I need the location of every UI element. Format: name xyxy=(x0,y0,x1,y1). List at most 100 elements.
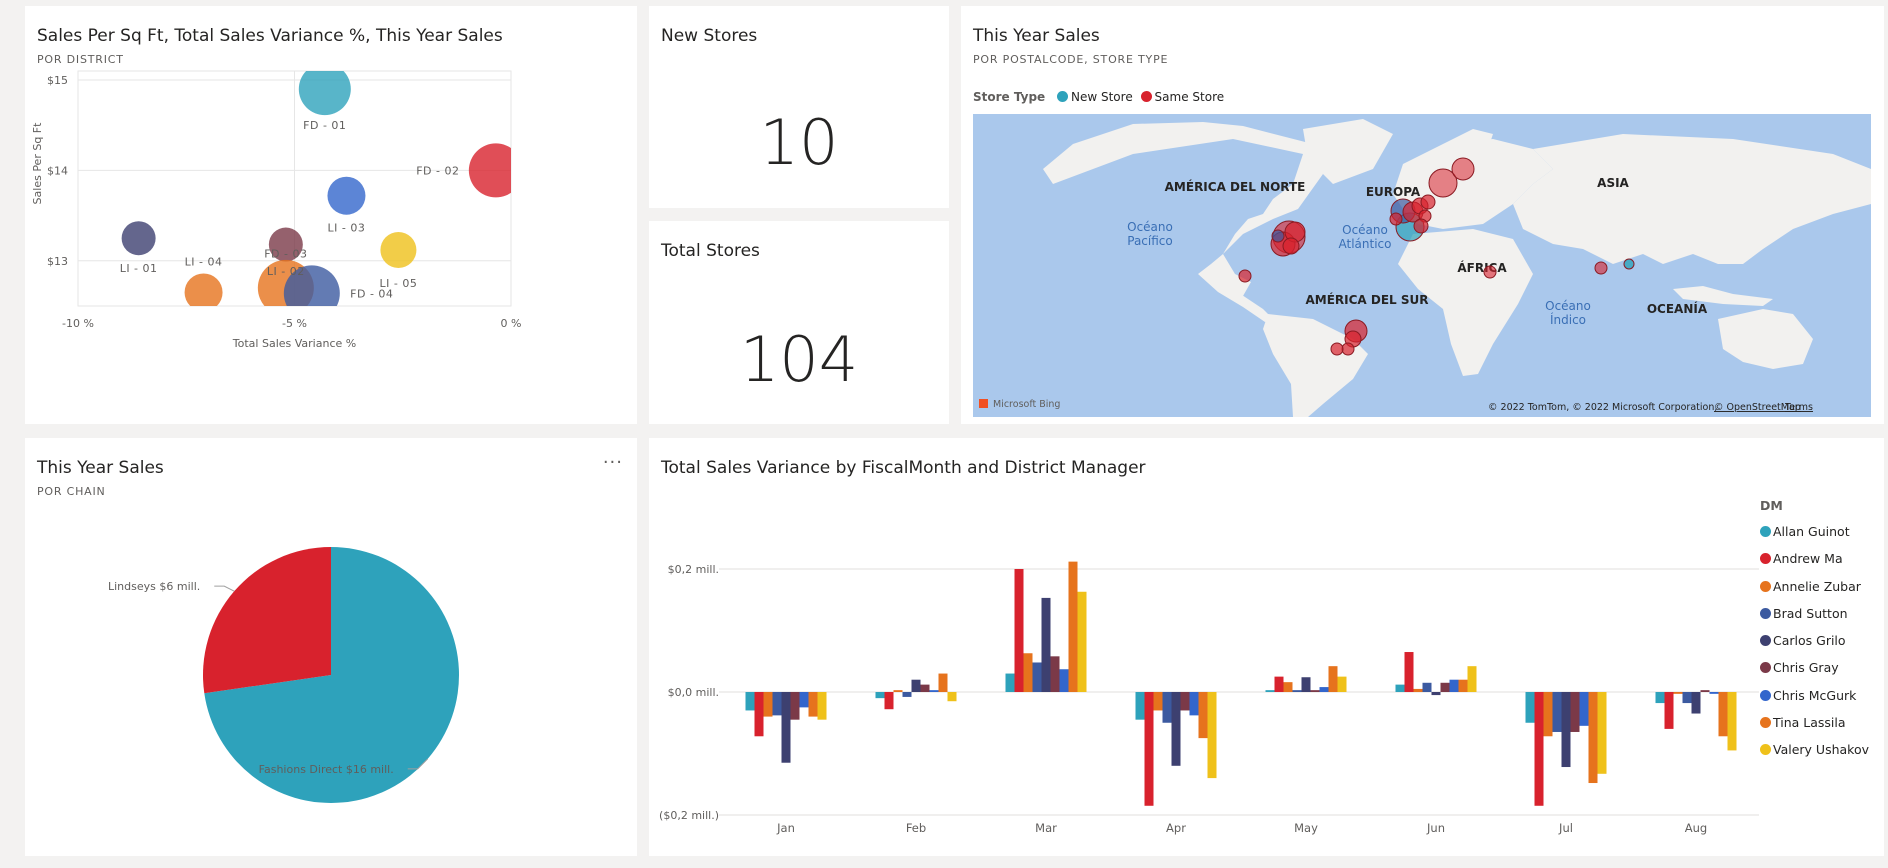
legend-item[interactable]: Allan Guinot xyxy=(1760,524,1869,551)
bar[interactable] xyxy=(1431,692,1441,696)
bar[interactable] xyxy=(1292,690,1302,692)
new-stores-card[interactable]: New Stores 10 xyxy=(649,6,949,208)
bar[interactable] xyxy=(1727,692,1737,751)
bar[interactable] xyxy=(1068,561,1078,692)
bar[interactable] xyxy=(1440,682,1450,692)
scatter-bubble[interactable] xyxy=(380,231,417,268)
bar[interactable] xyxy=(1301,677,1311,692)
bar[interactable] xyxy=(1395,684,1405,692)
legend-item[interactable]: Tina Lassila xyxy=(1760,715,1869,742)
legend-item[interactable]: Chris Gray xyxy=(1760,660,1869,687)
map-bubble[interactable] xyxy=(1428,168,1458,198)
terms-link[interactable]: Terms xyxy=(1784,402,1813,413)
bar[interactable] xyxy=(938,673,948,692)
bar[interactable] xyxy=(1404,652,1414,692)
legend-label-same-store[interactable]: Same Store xyxy=(1154,90,1225,104)
bar[interactable] xyxy=(1682,692,1692,704)
total-stores-card[interactable]: Total Stores 104 xyxy=(649,221,949,424)
legend-item[interactable]: Brad Sutton xyxy=(1760,606,1869,633)
bar[interactable] xyxy=(1207,692,1217,779)
scatter-bubble[interactable] xyxy=(283,265,340,321)
map-bubble[interactable] xyxy=(1413,218,1429,234)
bar[interactable] xyxy=(1422,682,1432,692)
map-bubble[interactable] xyxy=(1451,157,1475,181)
legend-item[interactable]: Annelie Zubar xyxy=(1760,579,1869,606)
map-bubble[interactable] xyxy=(1483,265,1497,279)
bar[interactable] xyxy=(1032,662,1042,692)
bar[interactable] xyxy=(902,692,912,697)
bar[interactable] xyxy=(1189,692,1199,716)
legend-item[interactable]: Andrew Ma xyxy=(1760,551,1869,578)
bar[interactable] xyxy=(781,692,791,763)
bar[interactable] xyxy=(929,690,939,692)
bar[interactable] xyxy=(1467,666,1477,692)
map-bubble[interactable] xyxy=(1282,237,1300,255)
bar[interactable] xyxy=(1050,656,1060,692)
map-bubble[interactable] xyxy=(1330,342,1344,356)
bar[interactable] xyxy=(1014,569,1024,692)
bar[interactable] xyxy=(817,692,827,720)
bar[interactable] xyxy=(1171,692,1181,766)
bar[interactable] xyxy=(1328,666,1338,692)
bar[interactable] xyxy=(1077,591,1087,692)
legend-item[interactable]: Chris McGurk xyxy=(1760,688,1869,715)
scatter-bubble[interactable] xyxy=(298,63,351,116)
bar-tile[interactable]: Total Sales Variance by FiscalMonth and … xyxy=(649,438,1884,856)
bar[interactable] xyxy=(875,692,885,699)
bar[interactable] xyxy=(772,692,782,716)
bar[interactable] xyxy=(1655,692,1665,704)
bar[interactable] xyxy=(1265,690,1275,692)
more-options-icon[interactable]: ··· xyxy=(602,452,623,473)
bar[interactable] xyxy=(808,692,818,717)
bar[interactable] xyxy=(1525,692,1535,723)
map-bubble[interactable] xyxy=(1389,212,1403,226)
bar[interactable] xyxy=(1561,692,1571,768)
bar-chart[interactable]: $0,2 mill. $0,0 mill. ($0,2 mill.) Jan Feb Ma… xyxy=(649,438,1884,856)
map-bubble[interactable] xyxy=(1341,342,1355,356)
bar[interactable] xyxy=(1135,692,1145,720)
map-bubble[interactable] xyxy=(1271,229,1285,243)
bar[interactable] xyxy=(1041,597,1051,692)
bar[interactable] xyxy=(1673,692,1683,694)
bar[interactable] xyxy=(1319,687,1329,692)
bar[interactable] xyxy=(911,679,921,692)
bar[interactable] xyxy=(1700,690,1710,692)
scatter-chart[interactable]: $13 $14 $15 -10 % -5 % 0 % FD - 01 FD - 02 LI - … xyxy=(25,6,637,424)
bar[interactable] xyxy=(1597,692,1607,774)
bar[interactable] xyxy=(763,692,773,717)
bar[interactable] xyxy=(1283,682,1293,692)
bar[interactable] xyxy=(920,684,930,692)
bubbles[interactable] xyxy=(121,63,523,321)
bar[interactable] xyxy=(790,692,800,720)
map-bubble[interactable] xyxy=(1238,269,1252,283)
bar[interactable] xyxy=(1718,692,1728,737)
legend-label-new-store[interactable]: New Store xyxy=(1071,90,1133,104)
bar[interactable] xyxy=(745,692,755,711)
pie-slice[interactable] xyxy=(204,547,459,803)
scatter-bubble[interactable] xyxy=(184,273,223,311)
pie-slice[interactable] xyxy=(203,547,331,694)
bar[interactable] xyxy=(1337,676,1347,692)
bar[interactable] xyxy=(1691,692,1701,714)
bar[interactable] xyxy=(1162,692,1172,723)
bar[interactable] xyxy=(1198,692,1208,739)
map-bubbles[interactable] xyxy=(1238,157,1635,356)
bar[interactable] xyxy=(1458,679,1468,692)
map-tile[interactable]: This Year Sales POR POSTALCODE, STORE TY… xyxy=(961,6,1884,424)
bar[interactable] xyxy=(1570,692,1580,732)
scatter-bubble[interactable] xyxy=(268,227,303,262)
bar[interactable] xyxy=(1552,692,1562,732)
legend-item[interactable]: Valery Ushakov xyxy=(1760,742,1869,769)
bar[interactable] xyxy=(1005,673,1015,692)
bar[interactable] xyxy=(1588,692,1598,784)
bar[interactable] xyxy=(1310,690,1320,692)
bar[interactable] xyxy=(1059,669,1069,692)
bar[interactable] xyxy=(1153,692,1163,711)
bar[interactable] xyxy=(1709,692,1719,694)
bar[interactable] xyxy=(893,690,903,692)
scatter-bubble[interactable] xyxy=(468,143,523,198)
world-map-canvas[interactable]: AMÉRICA DEL NORTE EUROPA ASIA ÁFRICA AMÉ… xyxy=(973,114,1871,417)
bar[interactable] xyxy=(754,692,764,737)
bar[interactable] xyxy=(1144,692,1154,806)
bar[interactable] xyxy=(1413,688,1423,692)
